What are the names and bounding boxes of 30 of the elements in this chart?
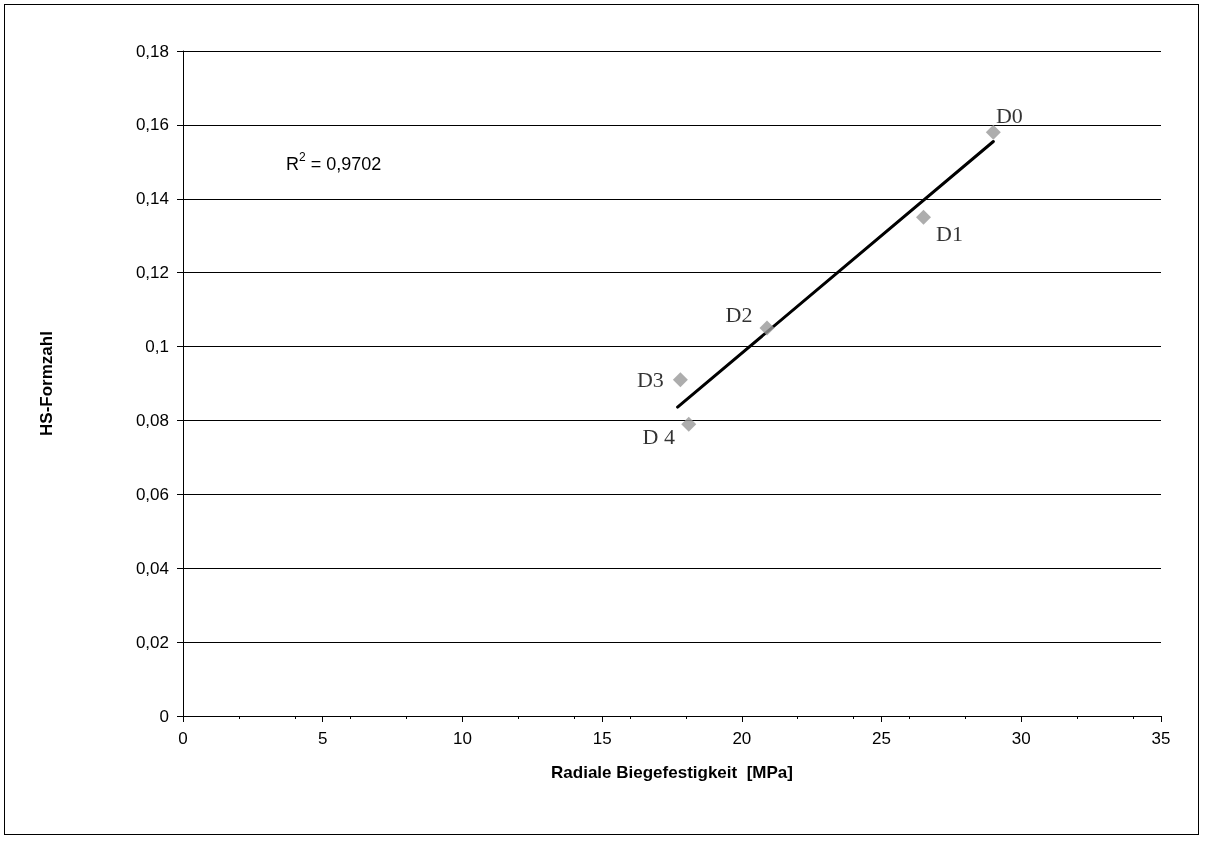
x-tick-label: 15	[592, 729, 612, 748]
y-tick-label: 0,12	[135, 263, 169, 283]
y-tick-label: 0,14	[135, 189, 169, 209]
y-tick-label: 0,1	[145, 337, 169, 357]
data-label: D2	[725, 301, 753, 327]
data-label: D0	[995, 102, 1023, 128]
x-tick-label: 25	[872, 729, 892, 748]
y-axis-title: HS-Formzahl	[37, 331, 56, 436]
x-tick-label: 0	[178, 729, 188, 748]
y-tick-label: 0	[159, 706, 169, 726]
data-label: D3	[636, 367, 664, 393]
x-tick-label: 5	[317, 729, 328, 748]
point	[985, 124, 1001, 140]
point	[759, 320, 775, 336]
y-tick-label: 0,16	[135, 115, 169, 135]
point	[681, 416, 697, 432]
y-tick-label: 0,04	[135, 558, 169, 578]
x-tick-label: 10	[452, 729, 472, 748]
point	[672, 372, 688, 388]
point	[915, 209, 931, 225]
data-label: D 4	[642, 423, 675, 449]
x-tick-label: 30	[1011, 729, 1031, 748]
y-tick-label: 0,18	[135, 41, 169, 61]
y-tick-label: 0,06	[135, 484, 169, 504]
x-tick-label: 35	[1151, 729, 1171, 748]
y-tick-label: 0,02	[135, 632, 169, 652]
y-tick-label: 0,08	[135, 410, 169, 430]
x-tick-label: 20	[732, 729, 752, 748]
data-label: D1	[936, 220, 963, 246]
x-axis-title: Radiale Biegefestigkeit [MPa]	[551, 763, 793, 782]
